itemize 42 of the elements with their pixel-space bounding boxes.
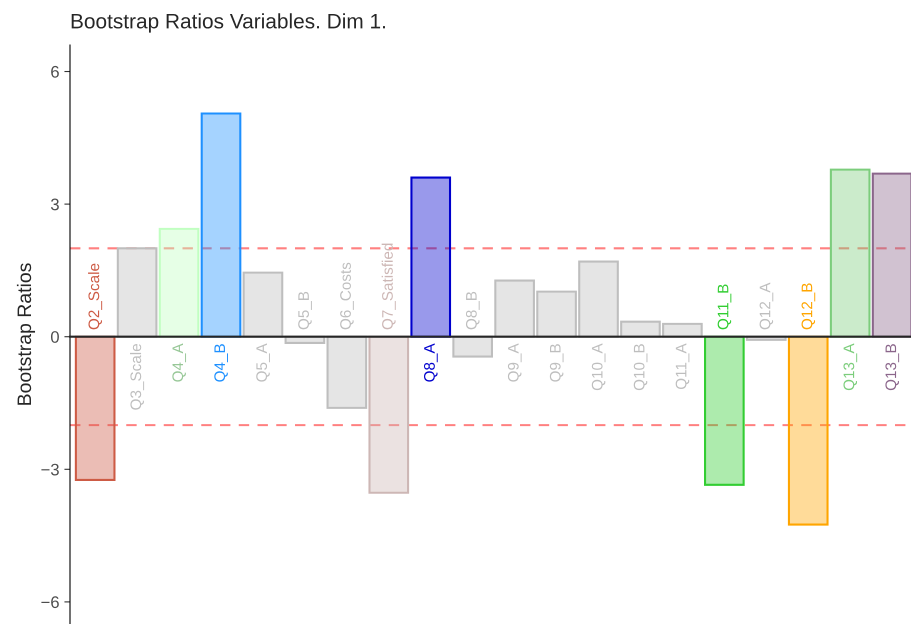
bar [830, 168, 871, 338]
x-tick-label: Q11_A [676, 343, 690, 390]
bar [74, 336, 116, 481]
x-tick-label: Q12_B [802, 283, 816, 330]
bar [200, 112, 242, 338]
y-tick-label: 0 [50, 331, 59, 343]
x-tick-label: Q10_A [592, 343, 606, 390]
x-tick-label: Q13_A [843, 343, 858, 390]
bar [788, 336, 829, 526]
bar [578, 260, 619, 338]
x-tick-label: Q7_Satisfied [382, 244, 396, 330]
chart-title: Bootstrap Ratios Variables. Dim 1. [72, 13, 385, 33]
x-tick-label: Q9_B [550, 344, 564, 382]
x-tick-label: Q11_B [718, 284, 732, 330]
x-tick-label: Q8_B [466, 292, 480, 330]
x-tick-label: Q6_Costs [340, 262, 354, 330]
x-tick-label: Q5_A [256, 343, 270, 382]
x-tick-label: Q4_A [172, 343, 186, 382]
bar [410, 176, 452, 338]
x-tick-label: Q12_A [760, 282, 774, 330]
x-tick-label: Q9_A [508, 343, 522, 382]
x-tick-label: Q2_Scale [88, 264, 102, 330]
x-tick-label: Q10_B [634, 344, 648, 390]
bar [368, 336, 410, 494]
bar [536, 290, 577, 338]
x-tick-label: Q13_B [885, 344, 900, 390]
bar [872, 172, 911, 338]
bar [242, 272, 284, 338]
bar [704, 336, 745, 486]
y-tick-label: −6 [41, 596, 59, 608]
bar [158, 228, 200, 338]
bar [494, 280, 535, 338]
x-tick-label: Q8_A [424, 343, 438, 382]
y-tick-label: 3 [50, 198, 59, 210]
x-tick-label: Q3_Scale [130, 344, 144, 410]
y-tick-label: 6 [51, 66, 59, 78]
x-tick-label: Q5_B [298, 292, 312, 330]
bar [116, 247, 158, 338]
x-tick-label: Q4_B [214, 344, 228, 382]
y-tick-label: −3 [41, 464, 59, 476]
y-axis-title: Bootstrap Ratios [16, 263, 36, 405]
bar [326, 336, 368, 409]
